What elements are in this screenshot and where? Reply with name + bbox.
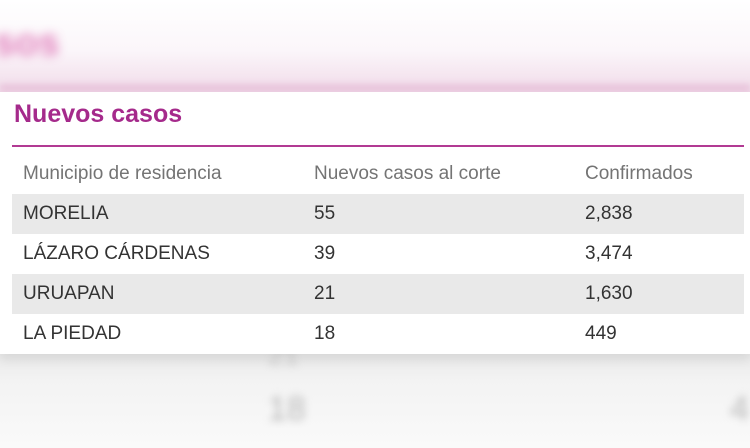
blurred-background-bottom bbox=[0, 352, 750, 448]
table-row: LA PIEDAD 18 449 bbox=[12, 314, 744, 354]
cell-municipio: MORELIA bbox=[23, 203, 109, 224]
cell-municipio: LA PIEDAD bbox=[23, 323, 122, 344]
blurred-background-top: sos bbox=[0, 0, 750, 92]
new-cases-card: Nuevos casos Municipio de residencia Nue… bbox=[0, 92, 750, 354]
table-row: LÁZARO CÁRDENAS 39 3,474 bbox=[12, 234, 744, 274]
cell-municipio: URUAPAN bbox=[23, 283, 115, 304]
title-divider bbox=[12, 145, 744, 147]
blurred-background-rule bbox=[0, 84, 750, 92]
table-header-row: Municipio de residencia Nuevos casos al … bbox=[12, 154, 744, 194]
cell-confirmados: 3,474 bbox=[585, 243, 633, 264]
cell-confirmados: 2,838 bbox=[585, 203, 633, 224]
cell-nuevos: 55 bbox=[314, 203, 336, 224]
blurred-background-number: 4 bbox=[730, 390, 749, 428]
cell-confirmados: 1,630 bbox=[585, 283, 633, 304]
blurred-background-text: sos bbox=[0, 22, 60, 64]
table-row: MORELIA 55 2,838 bbox=[12, 194, 744, 234]
column-header-municipio: Municipio de residencia bbox=[23, 163, 222, 184]
cell-nuevos: 21 bbox=[314, 283, 336, 304]
table-row: URUAPAN 21 1,630 bbox=[12, 274, 744, 314]
blurred-background-number: 18 bbox=[268, 390, 306, 428]
cell-municipio: LÁZARO CÁRDENAS bbox=[23, 243, 210, 264]
column-header-confirmados: Confirmados bbox=[585, 163, 693, 184]
card-title: Nuevos casos bbox=[14, 100, 183, 128]
cell-confirmados: 449 bbox=[585, 323, 617, 344]
column-header-nuevos: Nuevos casos al corte bbox=[314, 163, 501, 184]
cell-nuevos: 39 bbox=[314, 243, 336, 264]
cases-table: Municipio de residencia Nuevos casos al … bbox=[12, 154, 744, 354]
cell-nuevos: 18 bbox=[314, 323, 336, 344]
